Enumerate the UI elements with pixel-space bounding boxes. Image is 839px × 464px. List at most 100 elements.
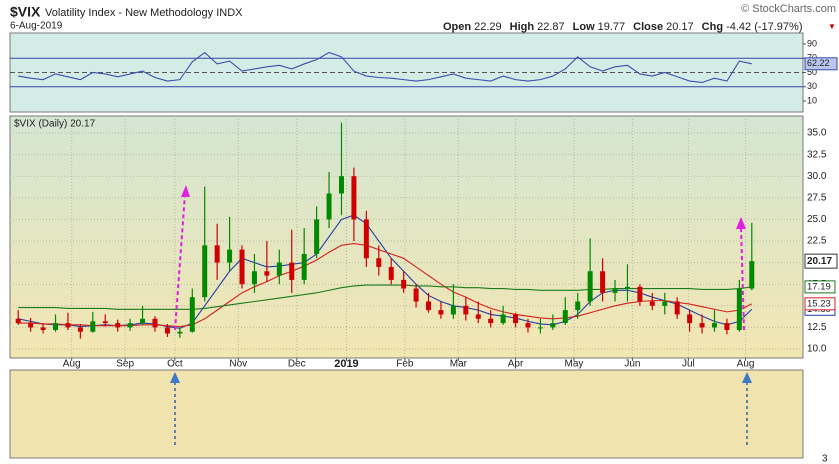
candle-body — [326, 193, 332, 220]
candle-body — [488, 318, 494, 324]
x-tick-label: Jun — [624, 359, 640, 370]
candle-body — [363, 219, 369, 259]
candle-body — [115, 323, 121, 328]
candle-body — [463, 305, 469, 315]
candle-body — [90, 321, 96, 332]
candle-body — [127, 323, 133, 328]
candle-body — [736, 288, 742, 331]
last-value-label: 17.19 — [807, 281, 831, 292]
candle-body — [15, 318, 21, 324]
moving-average — [18, 214, 753, 329]
candle-body — [376, 258, 382, 267]
rsi-line — [18, 51, 752, 84]
candle-body — [227, 249, 233, 263]
x-tick-label: Mar — [450, 359, 468, 370]
y-tick-label: 32.5 — [807, 149, 827, 160]
price-panel — [9, 115, 804, 359]
candle-body — [575, 301, 581, 311]
x-tick-label: May — [565, 359, 584, 370]
last-value-box — [804, 297, 836, 311]
candle-body — [600, 271, 606, 293]
candle-body — [537, 327, 543, 329]
candle-body — [662, 301, 668, 306]
x-tick-label: Aug — [63, 359, 81, 370]
candle-body — [426, 301, 432, 311]
candle-body — [649, 301, 655, 306]
y-tick-label: 22.5 — [807, 236, 827, 247]
price-legend: $VIX (Daily) 20.17 — [14, 119, 96, 130]
candle-body — [251, 271, 257, 285]
lower-tick-label: 3 — [822, 454, 828, 464]
arrow-head — [181, 185, 190, 197]
credit: © StockCharts.com — [741, 3, 836, 15]
last-close-label: 20.17 — [807, 256, 832, 267]
candle-body — [388, 266, 394, 280]
y-tick-label: 10.0 — [807, 344, 827, 355]
quote-value: 19.77 — [598, 21, 626, 33]
candle-body — [102, 321, 108, 324]
y-tick-label: 10 — [807, 95, 817, 105]
candle-body — [711, 323, 717, 328]
y-tick-label: 35.0 — [807, 128, 827, 139]
candle-body — [28, 323, 34, 328]
last-value-label: 15.23 — [807, 298, 831, 309]
candle-body — [189, 297, 195, 332]
rsi-value-box — [804, 57, 838, 71]
x-tick-label: Jul — [682, 359, 695, 370]
candle-body — [77, 327, 83, 332]
y-tick-label: 30.0 — [807, 171, 827, 182]
x-tick-label: Apr — [508, 359, 524, 370]
candle-body — [264, 271, 270, 276]
x-tick-label: Dec — [288, 359, 306, 370]
rsi-value-label: 62.22 — [807, 58, 830, 68]
quote-label: Low — [573, 21, 595, 33]
price-layer: 10.012.515.017.520.022.525.027.530.032.5… — [10, 116, 838, 370]
quote-label: Close — [633, 21, 663, 33]
candle-body — [587, 271, 593, 302]
quote-value: -4.42 (-17.97%) — [726, 21, 802, 33]
candle-body — [413, 288, 419, 302]
quote-value: 22.87 — [537, 21, 565, 33]
candle-body — [214, 245, 220, 263]
candle-body — [401, 279, 407, 289]
candle-body — [674, 301, 680, 315]
candle-body — [513, 314, 519, 324]
arrow-head — [742, 372, 752, 383]
candle-body — [500, 314, 506, 324]
y-tick-label: 30 — [807, 81, 817, 91]
x-tick-label: Nov — [229, 359, 247, 370]
y-tick-label: 25.0 — [807, 214, 827, 225]
quote-label: Chg — [702, 21, 723, 33]
y-tick-label: 50 — [807, 67, 817, 77]
candle-body — [637, 286, 643, 302]
candle-body — [40, 327, 46, 331]
down-indicator: ▼ — [828, 22, 836, 31]
quote-label: High — [510, 21, 535, 33]
candle-body — [450, 305, 456, 315]
candle-body — [276, 262, 282, 276]
candle-body — [699, 323, 705, 328]
quote-label: Open — [443, 21, 471, 33]
candle-body — [475, 314, 481, 319]
quote-value: 22.29 — [474, 21, 502, 33]
candle-body — [724, 323, 730, 331]
candle-body — [314, 219, 320, 254]
x-tick-label: Feb — [396, 359, 414, 370]
lower-panel — [9, 369, 804, 459]
candle-body — [65, 323, 71, 328]
candle-body — [612, 288, 618, 293]
arrow-head — [736, 217, 746, 229]
rsi-layer: 907050301062.22 — [10, 38, 838, 105]
arrow-line — [740, 225, 745, 331]
candle-body — [338, 176, 344, 194]
candle-body — [202, 245, 208, 298]
moving-average — [18, 243, 753, 328]
quote-bar: Open 22.29 High 22.87 Low 19.77 Close 20.17 Chg -… — [443, 21, 803, 33]
y-tick-label: 27.5 — [807, 192, 827, 203]
x-tick-label: Sep — [116, 359, 134, 370]
candle-body — [177, 331, 183, 334]
last-close-box — [804, 253, 838, 269]
candle-body — [550, 323, 556, 328]
candle-body — [687, 314, 693, 324]
candle-body — [624, 286, 630, 289]
